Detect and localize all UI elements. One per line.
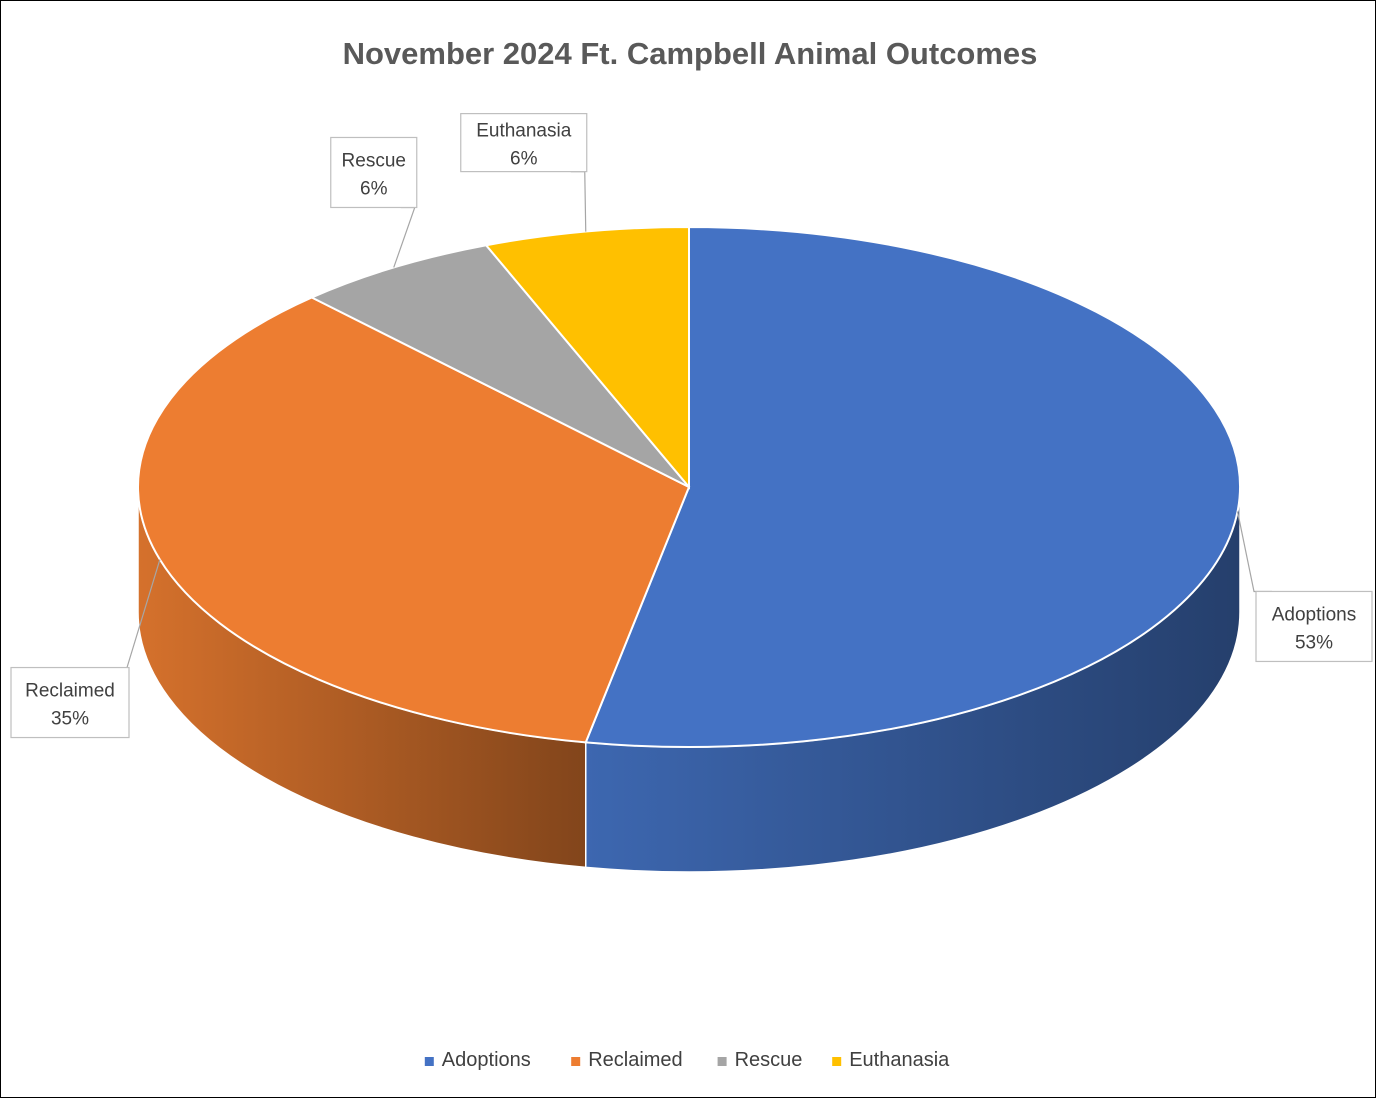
slice-adoptions[interactable] bbox=[584, 225, 1241, 748]
legend-label-reclaimed: Reclaimed bbox=[588, 1049, 682, 1071]
label-box-euthanasia bbox=[460, 113, 588, 173]
data-labels: Adoptions 53% Reclaimed 35% Rescue 6% Euthanas… bbox=[10, 113, 1373, 739]
data-label-category-rescue: Rescue bbox=[342, 150, 406, 171]
legend-item-adoptions[interactable]: Adoptions bbox=[424, 1049, 531, 1071]
data-label-value-reclaimed: 35% bbox=[51, 709, 89, 730]
legend-item-rescue[interactable]: Rescue bbox=[717, 1049, 803, 1071]
data-label-category-adoptions: Adoptions bbox=[1272, 604, 1357, 625]
data-label-value-rescue: 6% bbox=[360, 178, 388, 199]
legend-swatch-euthanasia bbox=[832, 1057, 842, 1066]
slice-euthanasia[interactable] bbox=[484, 225, 690, 490]
data-label-category-reclaimed: Reclaimed bbox=[25, 681, 115, 702]
legend-swatch-adoptions bbox=[424, 1057, 434, 1066]
leader-rescue bbox=[393, 206, 416, 268]
data-label-value-euthanasia: 6% bbox=[510, 149, 538, 170]
label-box-rescue bbox=[330, 136, 418, 209]
chart-title: November 2024 Ft. Campbell Animal Outcom… bbox=[343, 36, 1038, 71]
data-label-category-euthanasia: Euthanasia bbox=[476, 121, 572, 142]
data-label-value-adoptions: 53% bbox=[1295, 632, 1333, 653]
pie-slices bbox=[137, 225, 1241, 748]
legend-label-euthanasia: Euthanasia bbox=[849, 1049, 950, 1071]
slice-rescue[interactable] bbox=[309, 244, 690, 488]
leader-adoptions bbox=[1236, 511, 1272, 593]
label-box-reclaimed bbox=[10, 666, 130, 739]
label-box-adoptions bbox=[1255, 590, 1373, 663]
legend-item-reclaimed[interactable]: Reclaimed bbox=[571, 1049, 683, 1071]
legend-item-euthanasia[interactable]: Euthanasia bbox=[832, 1049, 950, 1071]
legend-label-rescue: Rescue bbox=[735, 1049, 803, 1071]
legend-label-adoptions: Adoptions bbox=[442, 1049, 531, 1071]
legend-swatch-reclaimed bbox=[571, 1057, 581, 1066]
legend: Adoptions Reclaimed Rescue Euthanasia bbox=[424, 1049, 950, 1071]
legend-swatch-rescue bbox=[717, 1057, 727, 1066]
leader-euthanasia bbox=[570, 171, 587, 232]
